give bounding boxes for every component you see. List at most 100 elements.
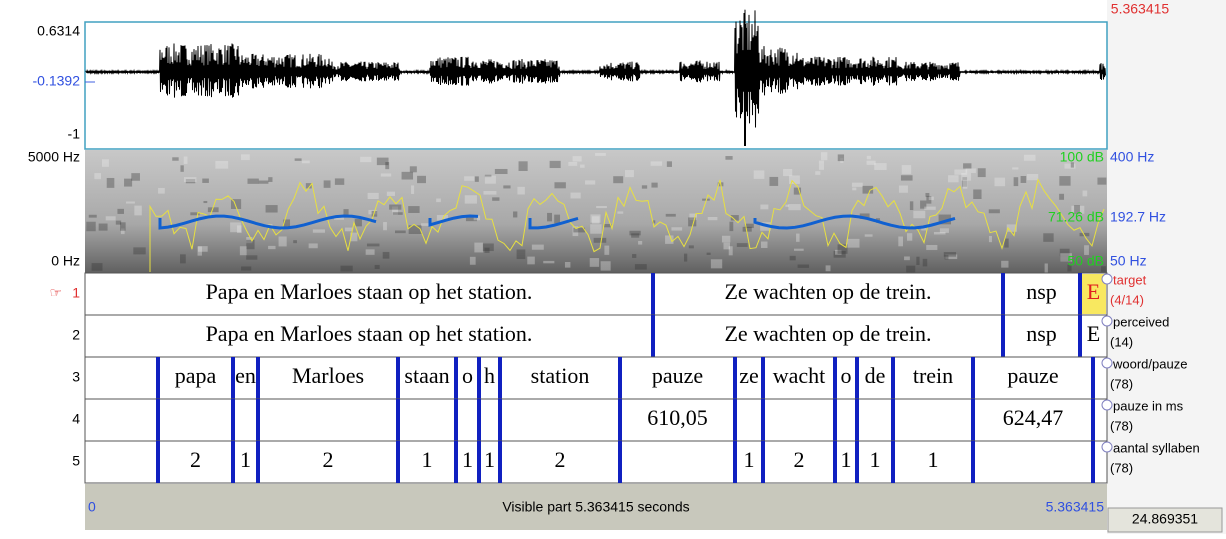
- interval-label[interactable]: 1: [422, 447, 433, 472]
- spec-texture: [961, 173, 971, 181]
- interval-label[interactable]: 2: [323, 447, 334, 472]
- tier-name: perceived: [1113, 314, 1169, 329]
- interval-label[interactable]: 1: [870, 447, 881, 472]
- interval-label[interactable]: o: [841, 363, 852, 388]
- interval-label[interactable]: 1: [462, 447, 473, 472]
- interval-boundary: [761, 357, 765, 399]
- interval-boundary: [833, 399, 837, 441]
- spec-texture: [631, 233, 639, 237]
- interval-boundary: [618, 441, 622, 483]
- spec-texture: [907, 233, 912, 241]
- interval-label[interactable]: trein: [913, 363, 953, 388]
- tier-handle[interactable]: [1102, 358, 1112, 368]
- interval-label[interactable]: 610,05: [647, 405, 708, 430]
- interval-label[interactable]: 1: [484, 447, 495, 472]
- spec-texture: [268, 246, 275, 249]
- freq-min: 0 Hz: [51, 253, 80, 269]
- interval-label[interactable]: h: [484, 363, 495, 388]
- interval-label[interactable]: 1: [928, 447, 939, 472]
- spec-texture: [483, 191, 496, 195]
- tier-count: (14): [1110, 334, 1133, 349]
- spec-texture: [345, 228, 353, 232]
- interval-label[interactable]: station: [531, 363, 590, 388]
- interval-label[interactable]: E: [1087, 279, 1100, 304]
- tier-handle[interactable]: [1102, 316, 1112, 326]
- interval-boundary: [855, 357, 859, 399]
- interval-label[interactable]: o: [462, 363, 473, 388]
- interval-label[interactable]: 2: [555, 447, 566, 472]
- interval-label[interactable]: pauze: [1007, 363, 1058, 388]
- interval-label[interactable]: 1: [240, 447, 251, 472]
- tier-handle[interactable]: [1102, 274, 1112, 284]
- tier-handle[interactable]: [1102, 400, 1112, 410]
- spec-texture: [240, 246, 247, 255]
- interval-label[interactable]: ze: [739, 363, 759, 388]
- spec-texture: [203, 201, 207, 203]
- tier-handle[interactable]: [1102, 442, 1112, 452]
- interval-boundary: [651, 315, 655, 357]
- spec-texture: [642, 185, 647, 188]
- spec-texture: [794, 249, 804, 251]
- interval-boundary: [256, 399, 260, 441]
- spec-texture: [309, 243, 318, 248]
- interval-boundary: [971, 399, 975, 441]
- spec-texture: [335, 178, 344, 184]
- spec-texture: [295, 158, 302, 160]
- interval-label[interactable]: 2: [794, 447, 805, 472]
- spec-texture: [902, 165, 911, 174]
- interval-label[interactable]: de: [865, 363, 886, 388]
- interval-boundary: [498, 399, 502, 441]
- spec-texture: [1059, 176, 1070, 186]
- spec-texture: [389, 205, 401, 210]
- spec-texture: [592, 216, 600, 223]
- spec-texture: [554, 215, 560, 224]
- spec-texture: [1059, 194, 1064, 200]
- interval-label[interactable]: Papa en Marloes staan op het station.: [206, 279, 533, 304]
- spec-texture: [465, 195, 477, 203]
- tier-row[interactable]: [85, 441, 1107, 483]
- tier-row[interactable]: [85, 399, 1107, 441]
- interval-label[interactable]: en: [235, 363, 256, 388]
- interval-label[interactable]: nsp: [1026, 321, 1057, 346]
- spec-texture: [106, 216, 116, 220]
- spec-texture: [667, 161, 672, 167]
- spec-texture: [665, 235, 673, 243]
- wave-min: -1: [68, 126, 81, 142]
- interval-boundary: [477, 399, 481, 441]
- spec-texture: [134, 206, 141, 216]
- interval-label[interactable]: staan: [404, 363, 449, 388]
- interval-label[interactable]: Marloes: [292, 363, 364, 388]
- spec-texture: [172, 157, 178, 160]
- interval-label[interactable]: 1: [841, 447, 852, 472]
- top-time: 5.363415: [1111, 1, 1170, 17]
- interval-boundary: [396, 399, 400, 441]
- spec-texture: [761, 242, 767, 248]
- interval-label[interactable]: Ze wachten op de trein.: [724, 279, 931, 304]
- spec-texture: [867, 156, 871, 159]
- interval-label[interactable]: wacht: [773, 363, 826, 388]
- interval-label[interactable]: papa: [175, 363, 217, 388]
- interval-boundary: [833, 441, 837, 483]
- spec-texture: [594, 238, 607, 243]
- interval-boundary: [833, 357, 837, 399]
- interval-label[interactable]: 2: [190, 447, 201, 472]
- spec-texture: [180, 165, 183, 172]
- spec-texture: [484, 248, 489, 253]
- interval-label[interactable]: nsp: [1026, 279, 1057, 304]
- interval-label[interactable]: Ze wachten op de trein.: [724, 321, 931, 346]
- interval-label[interactable]: 624,47: [1003, 405, 1064, 430]
- interval-label[interactable]: 1: [744, 447, 755, 472]
- spec-texture: [638, 241, 642, 245]
- spec-texture: [906, 266, 915, 273]
- spec-texture: [131, 173, 140, 181]
- spec-texture: [248, 179, 259, 184]
- interval-boundary: [156, 399, 160, 441]
- spec-texture: [532, 245, 544, 250]
- interval-boundary: [971, 441, 975, 483]
- interval-boundary: [498, 441, 502, 483]
- interval-label[interactable]: E: [1087, 321, 1100, 346]
- interval-label[interactable]: Papa en Marloes staan op het station.: [206, 321, 533, 346]
- spec-texture: [1027, 174, 1038, 180]
- interval-label[interactable]: pauze: [652, 363, 703, 388]
- interval-boundary: [231, 399, 235, 441]
